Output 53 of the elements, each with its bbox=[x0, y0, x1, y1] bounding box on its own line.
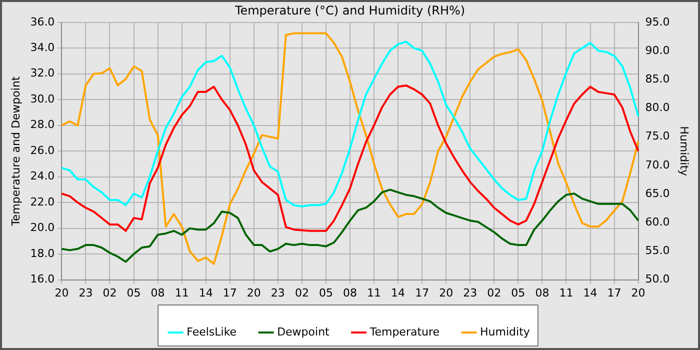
x-tick-label: 20 bbox=[631, 286, 646, 300]
chart-title: Temperature (°C) and Humidity (RH%) bbox=[234, 3, 466, 18]
x-tick-label: 14 bbox=[391, 286, 406, 300]
x-tick-label: 23 bbox=[463, 286, 478, 300]
y2-tick-label: 55.0 bbox=[645, 244, 670, 258]
y-tick-label: 24.0 bbox=[30, 170, 55, 183]
y-tick-label: 30.0 bbox=[30, 92, 55, 106]
y-tick-label: 26.0 bbox=[30, 144, 55, 157]
y-tick-label: 20.0 bbox=[30, 221, 55, 234]
y2-tick-label: 50.0 bbox=[645, 272, 670, 286]
x-tick-label: 11 bbox=[559, 286, 574, 300]
x-tick-label: 05 bbox=[511, 286, 526, 300]
x-tick-label: 11 bbox=[174, 286, 189, 300]
legend-label: Dewpoint bbox=[277, 325, 330, 338]
y-tick-label: 22.0 bbox=[30, 195, 55, 208]
y2-tick-label: 95.0 bbox=[645, 15, 670, 28]
y-tick-label: 36.0 bbox=[30, 15, 55, 28]
y-tick-label: 28.0 bbox=[30, 118, 55, 132]
x-tick-label: 20 bbox=[246, 286, 261, 300]
y-tick-label: 16.0 bbox=[30, 272, 55, 286]
x-tick-label: 14 bbox=[583, 286, 598, 300]
x-tick-label: 08 bbox=[535, 286, 550, 300]
legend-label: Temperature bbox=[368, 325, 440, 338]
x-tick-label: 14 bbox=[198, 286, 213, 300]
y2-tick-label: 60.0 bbox=[645, 215, 670, 228]
y-tick-label: 34.0 bbox=[30, 41, 55, 54]
x-tick-label: 02 bbox=[487, 286, 502, 300]
y2-tick-label: 90.0 bbox=[645, 44, 670, 57]
x-tick-label: 17 bbox=[222, 286, 237, 300]
x-tick-label: 17 bbox=[415, 286, 430, 300]
x-tick-label: 20 bbox=[439, 286, 454, 300]
y2-tick-label: 75.0 bbox=[645, 130, 670, 143]
x-tick-label: 23 bbox=[78, 286, 93, 300]
y-tick-label: 18.0 bbox=[30, 246, 55, 260]
legend-label: Humidity bbox=[480, 325, 530, 338]
x-tick-label: 08 bbox=[343, 286, 357, 300]
y2-tick-label: 80.0 bbox=[645, 101, 670, 114]
x-tick-label: 08 bbox=[150, 286, 165, 300]
y2-tick-label: 65.0 bbox=[645, 186, 670, 200]
legend-label: FeelsLike bbox=[186, 325, 237, 338]
y2-tick-label: 85.0 bbox=[645, 72, 670, 86]
x-tick-label: 02 bbox=[294, 286, 309, 300]
y2-axis-title: Humidity bbox=[678, 126, 691, 177]
x-tick-label: 23 bbox=[270, 286, 285, 300]
y-tick-label: 32.0 bbox=[30, 66, 55, 80]
y2-tick-label: 70.0 bbox=[645, 158, 670, 172]
x-tick-label: 11 bbox=[367, 286, 382, 300]
x-tick-label: 17 bbox=[607, 286, 622, 300]
x-tick-label: 02 bbox=[102, 286, 117, 300]
x-tick-label: 20 bbox=[54, 286, 69, 300]
y-axis-title: Temperature and Dewpoint bbox=[9, 76, 22, 227]
x-tick-label: 05 bbox=[126, 286, 141, 300]
x-tick-label: 05 bbox=[318, 286, 333, 300]
